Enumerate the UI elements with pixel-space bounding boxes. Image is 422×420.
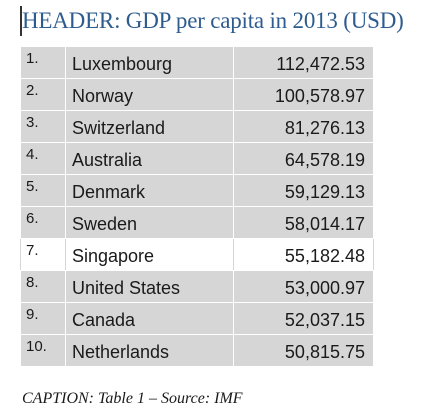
text-cursor: [20, 6, 22, 36]
table-row: 8. United States 53,000.97: [20, 270, 374, 303]
country-cell: Denmark: [65, 174, 234, 207]
country-cell: Norway: [65, 78, 234, 111]
country-cell: Netherlands: [65, 334, 234, 367]
gdp-value-cell: 58,014.17: [233, 206, 374, 239]
table-row: 1. Luxembourg 112,472.53: [20, 46, 374, 79]
table-row-highlighted: 7. Singapore 55,182.48: [20, 238, 374, 271]
country-cell: Luxembourg: [65, 46, 234, 79]
gdp-value-cell: 112,472.53: [233, 46, 374, 79]
table-row: 2. Norway 100,578.97: [20, 78, 374, 111]
table-row: 9. Canada 52,037.15: [20, 302, 374, 335]
country-cell: Singapore: [65, 238, 234, 271]
country-cell: Canada: [65, 302, 234, 335]
rank-cell: 3.: [20, 110, 66, 143]
gdp-value-cell: 50,815.75: [233, 334, 374, 367]
table-row: 10. Netherlands 50,815.75: [20, 334, 374, 367]
rank-cell: 7.: [20, 238, 66, 271]
gdp-value-cell: 52,037.15: [233, 302, 374, 335]
rank-cell: 10.: [20, 334, 66, 367]
gdp-value-cell: 64,578.19: [233, 142, 374, 175]
rank-cell: 2.: [20, 78, 66, 111]
table-row: 6. Sweden 58,014.17: [20, 206, 374, 239]
gdp-value-cell: 100,578.97: [233, 78, 374, 111]
country-cell: Australia: [65, 142, 234, 175]
rank-cell: 9.: [20, 302, 66, 335]
rank-cell: 1.: [20, 46, 66, 79]
rank-cell: 6.: [20, 206, 66, 239]
table-row: 4. Australia 64,578.19: [20, 142, 374, 175]
gdp-value-cell: 55,182.48: [233, 238, 374, 271]
gdp-table: 1. Luxembourg 112,472.53 2. Norway 100,5…: [20, 46, 374, 367]
table-row: 5. Denmark 59,129.13: [20, 174, 374, 207]
country-cell: Switzerland: [65, 110, 234, 143]
gdp-value-cell: 59,129.13: [233, 174, 374, 207]
table-caption: CAPTION: Table 1 – Source: IMF: [22, 390, 243, 407]
country-cell: Sweden: [65, 206, 234, 239]
rank-cell: 5.: [20, 174, 66, 207]
rank-cell: 8.: [20, 270, 66, 303]
gdp-value-cell: 53,000.97: [233, 270, 374, 303]
country-cell: United States: [65, 270, 234, 303]
table-row: 3. Switzerland 81,276.13: [20, 110, 374, 143]
table-header: HEADER: GDP per capita in 2013 (USD): [22, 8, 404, 33]
gdp-value-cell: 81,276.13: [233, 110, 374, 143]
rank-cell: 4.: [20, 142, 66, 175]
